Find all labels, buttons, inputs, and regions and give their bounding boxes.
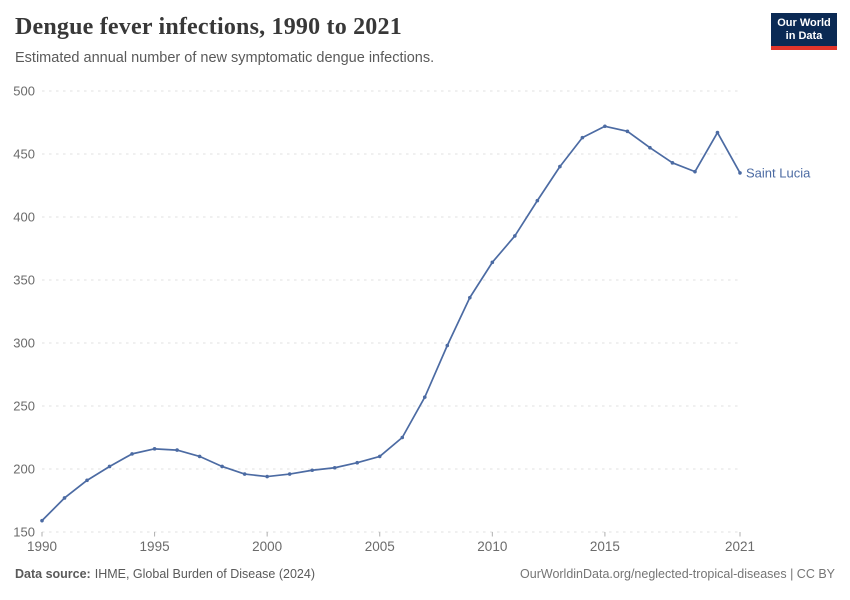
y-axis-label: 400 bbox=[13, 210, 35, 225]
x-axis-label: 2015 bbox=[590, 539, 620, 554]
chart-footer: Data source: IHME, Global Burden of Disea… bbox=[15, 567, 835, 581]
series-line[interactable] bbox=[41, 125, 741, 522]
data-point[interactable] bbox=[400, 435, 405, 440]
chart-subtitle: Estimated annual number of new symptomat… bbox=[15, 50, 435, 66]
data-point[interactable] bbox=[85, 478, 89, 483]
data-point[interactable] bbox=[220, 464, 224, 469]
data-point[interactable] bbox=[107, 464, 112, 469]
x-axis-label: 2021 bbox=[725, 539, 755, 554]
owid-logo[interactable]: Our World in Data bbox=[771, 13, 837, 50]
x-axis-label: 2010 bbox=[477, 539, 507, 554]
data-point[interactable] bbox=[738, 171, 742, 175]
y-axis-label: 250 bbox=[13, 399, 35, 414]
data-point[interactable] bbox=[468, 295, 472, 300]
x-axis-label: 2005 bbox=[365, 539, 395, 554]
x-axis-label: 2000 bbox=[252, 539, 282, 554]
y-axis-label: 200 bbox=[13, 462, 35, 477]
data-point[interactable] bbox=[625, 129, 630, 134]
data-point[interactable] bbox=[40, 518, 44, 523]
x-axis-label: 1995 bbox=[140, 539, 170, 554]
data-point[interactable] bbox=[670, 161, 675, 165]
data-point[interactable] bbox=[62, 496, 67, 500]
data-point[interactable] bbox=[422, 395, 427, 399]
owid-logo-line2: in Data bbox=[785, 29, 823, 42]
data-point[interactable] bbox=[265, 474, 269, 479]
data-point[interactable] bbox=[152, 447, 157, 451]
data-point[interactable] bbox=[693, 169, 697, 174]
y-axis-label: 450 bbox=[13, 147, 35, 162]
y-axis-label: 300 bbox=[13, 336, 35, 351]
data-point[interactable] bbox=[558, 164, 562, 169]
y-axis-label: 500 bbox=[13, 84, 35, 99]
data-point[interactable] bbox=[535, 198, 540, 203]
data-point[interactable] bbox=[242, 472, 247, 476]
data-point[interactable] bbox=[287, 472, 292, 476]
data-point[interactable] bbox=[715, 130, 720, 135]
owid-logo-line1: Our World bbox=[777, 16, 831, 29]
data-source: Data source: IHME, Global Burden of Disea… bbox=[15, 567, 315, 581]
data-point[interactable] bbox=[490, 260, 495, 265]
y-axis-label: 150 bbox=[13, 525, 35, 540]
data-point[interactable] bbox=[377, 454, 382, 459]
data-point[interactable] bbox=[197, 454, 202, 459]
data-point[interactable] bbox=[310, 468, 314, 473]
data-point[interactable] bbox=[648, 145, 652, 150]
chart-title: Dengue fever infections, 1990 to 2021 bbox=[15, 14, 402, 40]
data-point[interactable] bbox=[355, 460, 360, 465]
x-axis-label: 1990 bbox=[27, 539, 57, 554]
data-point[interactable] bbox=[130, 452, 134, 456]
data-point[interactable] bbox=[445, 343, 450, 348]
data-point[interactable] bbox=[332, 465, 337, 470]
data-point[interactable] bbox=[513, 234, 517, 238]
data-source-label: Data source: bbox=[15, 567, 91, 581]
rights-link[interactable]: OurWorldinData.org/neglected-tropical-di… bbox=[520, 567, 835, 581]
y-axis-label: 350 bbox=[13, 273, 35, 288]
data-point[interactable] bbox=[603, 124, 607, 129]
data-point[interactable] bbox=[580, 135, 585, 140]
series-end-label[interactable]: Saint Lucia bbox=[746, 165, 811, 180]
data-source-text: IHME, Global Burden of Disease (2024) bbox=[94, 567, 315, 581]
data-point[interactable] bbox=[175, 448, 179, 452]
